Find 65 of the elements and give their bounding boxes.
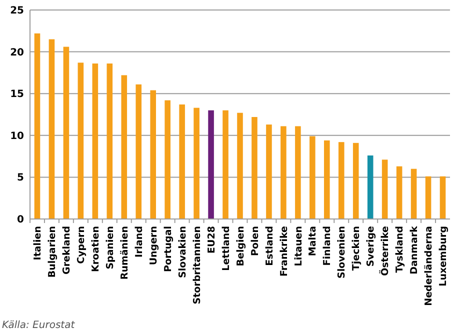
x-tick-label: Bulgarien [47,226,58,278]
x-tick-label: Litauen [293,226,304,266]
bar [410,168,417,219]
bar [280,126,286,219]
x-tick-label: Sverige [366,226,377,267]
x-tick-label: Slovakien [177,226,188,278]
x-tick-label: Polen [250,226,261,256]
x-tick-label: Rumänien [119,226,130,280]
x-tick-label: Cypern [76,226,88,264]
bar [367,155,374,219]
text: Källa: Eurostat [2,320,76,331]
x-tick-label: Estland [264,226,276,266]
y-tick-label: 10 [10,130,24,142]
y-tick-label: 5 [17,172,24,184]
bar [208,110,214,219]
x-tick-label: Luxemburg [438,226,450,286]
bar [222,110,228,219]
bar [266,124,272,219]
x-tick-label: Kroatien [90,226,102,272]
bar [382,160,388,219]
bar [338,142,344,219]
x-tick-label: Storbritannien [192,226,203,304]
bar [136,84,142,219]
x-tick-label: Irland [134,226,145,258]
x-tick-label: Lettland [220,226,232,271]
bar [179,104,185,219]
x-tick-label: Tyskland [394,226,406,273]
x-tick-label: Frankrike [278,226,290,277]
x-tick-label: Slovenien [336,226,348,278]
bar [396,166,402,219]
bar [164,100,170,219]
bar [48,39,55,219]
bar [63,46,70,219]
x-tick-label: Italien [32,226,44,260]
y-tick-label: 20 [10,47,24,58]
x-tick-label: Ungern [148,226,160,266]
bar [252,117,258,219]
bar [92,64,98,219]
x-tick-label: Danmark [409,225,420,274]
bar [324,140,330,219]
x-tick-label: Grekland [62,226,73,274]
bar [150,90,156,219]
y-tick-label: 25 [10,6,24,16]
bar [440,176,446,219]
bar [106,64,113,219]
bar [352,142,359,219]
x-tick-label: Tjeckien [351,226,362,271]
x-tick-label: Portugal [162,226,174,272]
x-tick-label: Nederländerna [424,226,435,306]
x-tick-label: Malta [308,226,319,256]
bar [34,33,40,219]
bar [194,108,200,219]
bar [121,75,128,219]
bar [237,112,243,219]
x-tick-label: Finland [322,226,334,266]
x-tick-label: Österrike [379,226,392,276]
y-tick-label: 15 [10,89,24,100]
x-tick-label: Spanien [104,226,116,270]
x-tick-label: Belgien [235,226,246,266]
bar [78,62,84,219]
y-tick-label: 0 [17,214,24,226]
x-tick-label: EU28 [206,226,218,254]
bar [310,136,316,219]
bar [295,126,301,219]
bar [425,176,432,219]
